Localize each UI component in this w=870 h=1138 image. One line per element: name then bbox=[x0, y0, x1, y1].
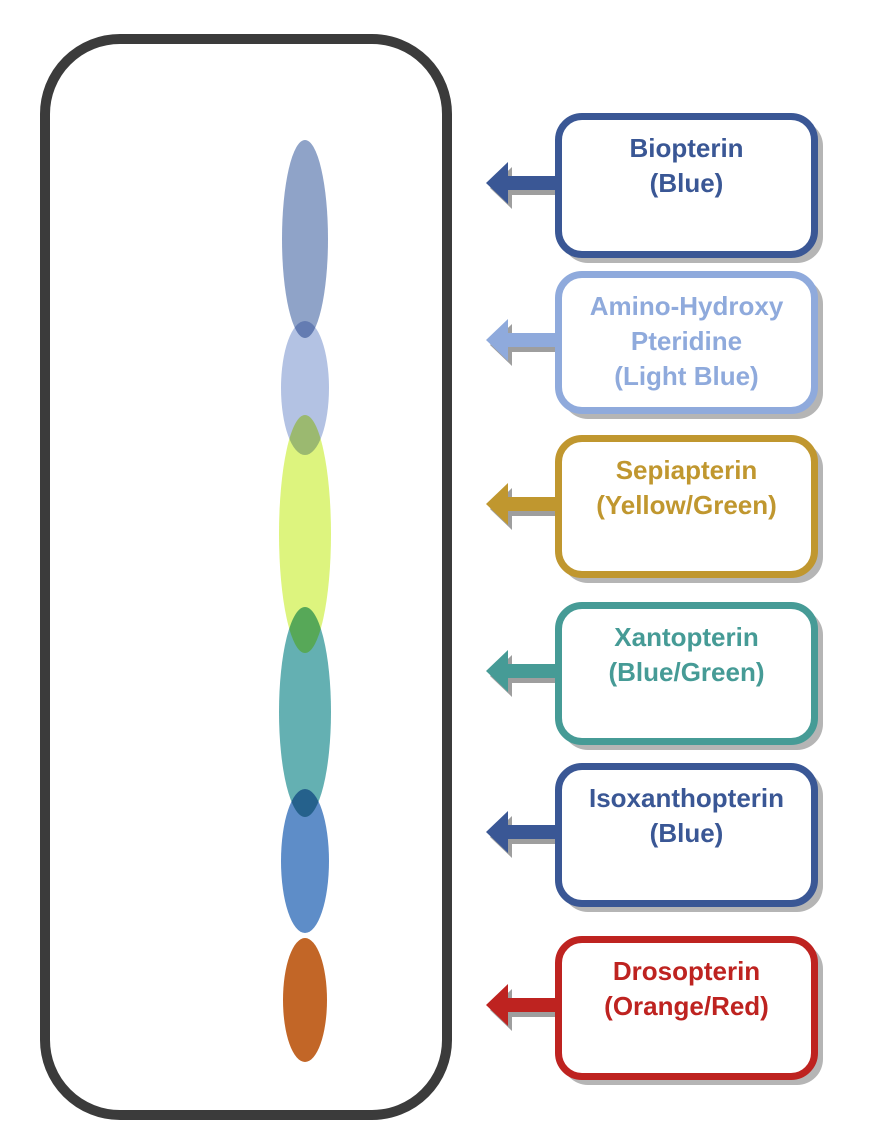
left-arrow-icon bbox=[486, 811, 577, 858]
label-box-xantopterin: Xantopterin (Blue/Green) bbox=[555, 602, 818, 745]
label-text-xantopterin: Xantopterin (Blue/Green) bbox=[608, 622, 765, 687]
label-row-biopterin: Biopterin (Blue) bbox=[486, 113, 818, 258]
label-row-isoxanthopterin: Isoxanthopterin (Blue) bbox=[486, 763, 818, 907]
label-text-biopterin: Biopterin (Blue) bbox=[629, 133, 744, 198]
label-row-xantopterin: Xantopterin (Blue/Green) bbox=[486, 602, 818, 745]
label-row-sepiapterin: Sepiapterin (Yellow/Green) bbox=[486, 435, 818, 578]
left-arrow-icon bbox=[486, 161, 577, 209]
label-text-sepiapterin: Sepiapterin (Yellow/Green) bbox=[596, 455, 777, 520]
label-row-drosopterin: Drosopterin (Orange/Red) bbox=[486, 936, 818, 1080]
label-box-sepiapterin: Sepiapterin (Yellow/Green) bbox=[555, 435, 818, 578]
label-text-isoxanthopterin: Isoxanthopterin (Blue) bbox=[588, 783, 784, 848]
label-text-drosopterin: Drosopterin (Orange/Red) bbox=[604, 956, 769, 1021]
left-arrow-icon bbox=[486, 984, 577, 1031]
left-arrow-icon bbox=[486, 318, 577, 366]
label-box-isoxanthopterin: Isoxanthopterin (Blue) bbox=[555, 763, 818, 907]
left-arrow-icon bbox=[486, 649, 577, 697]
left-arrow-icon bbox=[486, 482, 577, 530]
label-box-amino-hydroxy-pteridine: Amino-Hydroxy Pteridine (Light Blue) bbox=[555, 271, 818, 414]
label-text-amino-hydroxy-pteridine: Amino-Hydroxy Pteridine (Light Blue) bbox=[589, 291, 784, 391]
label-box-drosopterin: Drosopterin (Orange/Red) bbox=[555, 936, 818, 1080]
chromatography-plate bbox=[40, 34, 452, 1120]
label-row-amino-hydroxy-pteridine: Amino-Hydroxy Pteridine (Light Blue) bbox=[486, 271, 818, 414]
label-box-biopterin: Biopterin (Blue) bbox=[555, 113, 818, 258]
